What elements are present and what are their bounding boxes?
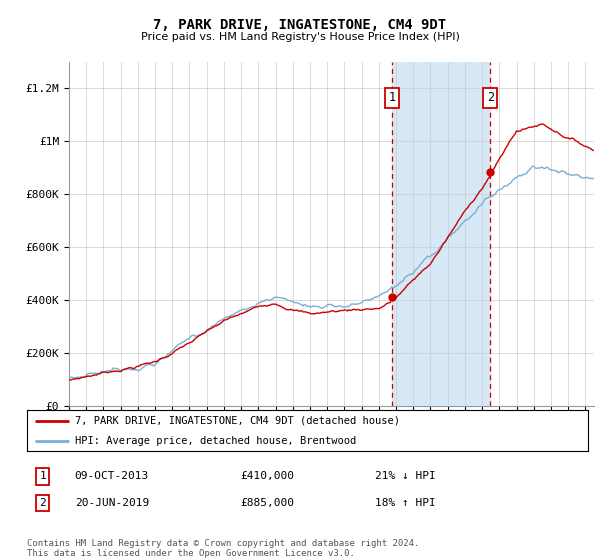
Text: 2: 2 [487, 91, 494, 104]
Text: 1: 1 [389, 91, 395, 104]
Text: 21% ↓ HPI: 21% ↓ HPI [375, 472, 436, 482]
Text: Price paid vs. HM Land Registry's House Price Index (HPI): Price paid vs. HM Land Registry's House … [140, 32, 460, 43]
Text: 1: 1 [40, 472, 46, 482]
Text: 09-OCT-2013: 09-OCT-2013 [74, 472, 149, 482]
Text: £885,000: £885,000 [240, 498, 294, 508]
Text: 18% ↑ HPI: 18% ↑ HPI [375, 498, 436, 508]
Text: 7, PARK DRIVE, INGATESTONE, CM4 9DT: 7, PARK DRIVE, INGATESTONE, CM4 9DT [154, 18, 446, 32]
Text: £410,000: £410,000 [240, 472, 294, 482]
Text: 20-JUN-2019: 20-JUN-2019 [74, 498, 149, 508]
Text: HPI: Average price, detached house, Brentwood: HPI: Average price, detached house, Bren… [74, 436, 356, 446]
Bar [392, 62, 490, 406]
Text: 2: 2 [40, 498, 46, 508]
Text: Contains HM Land Registry data © Crown copyright and database right 2024.
This d: Contains HM Land Registry data © Crown c… [27, 539, 419, 558]
Text: 7, PARK DRIVE, INGATESTONE, CM4 9DT (detached house): 7, PARK DRIVE, INGATESTONE, CM4 9DT (det… [74, 416, 400, 426]
